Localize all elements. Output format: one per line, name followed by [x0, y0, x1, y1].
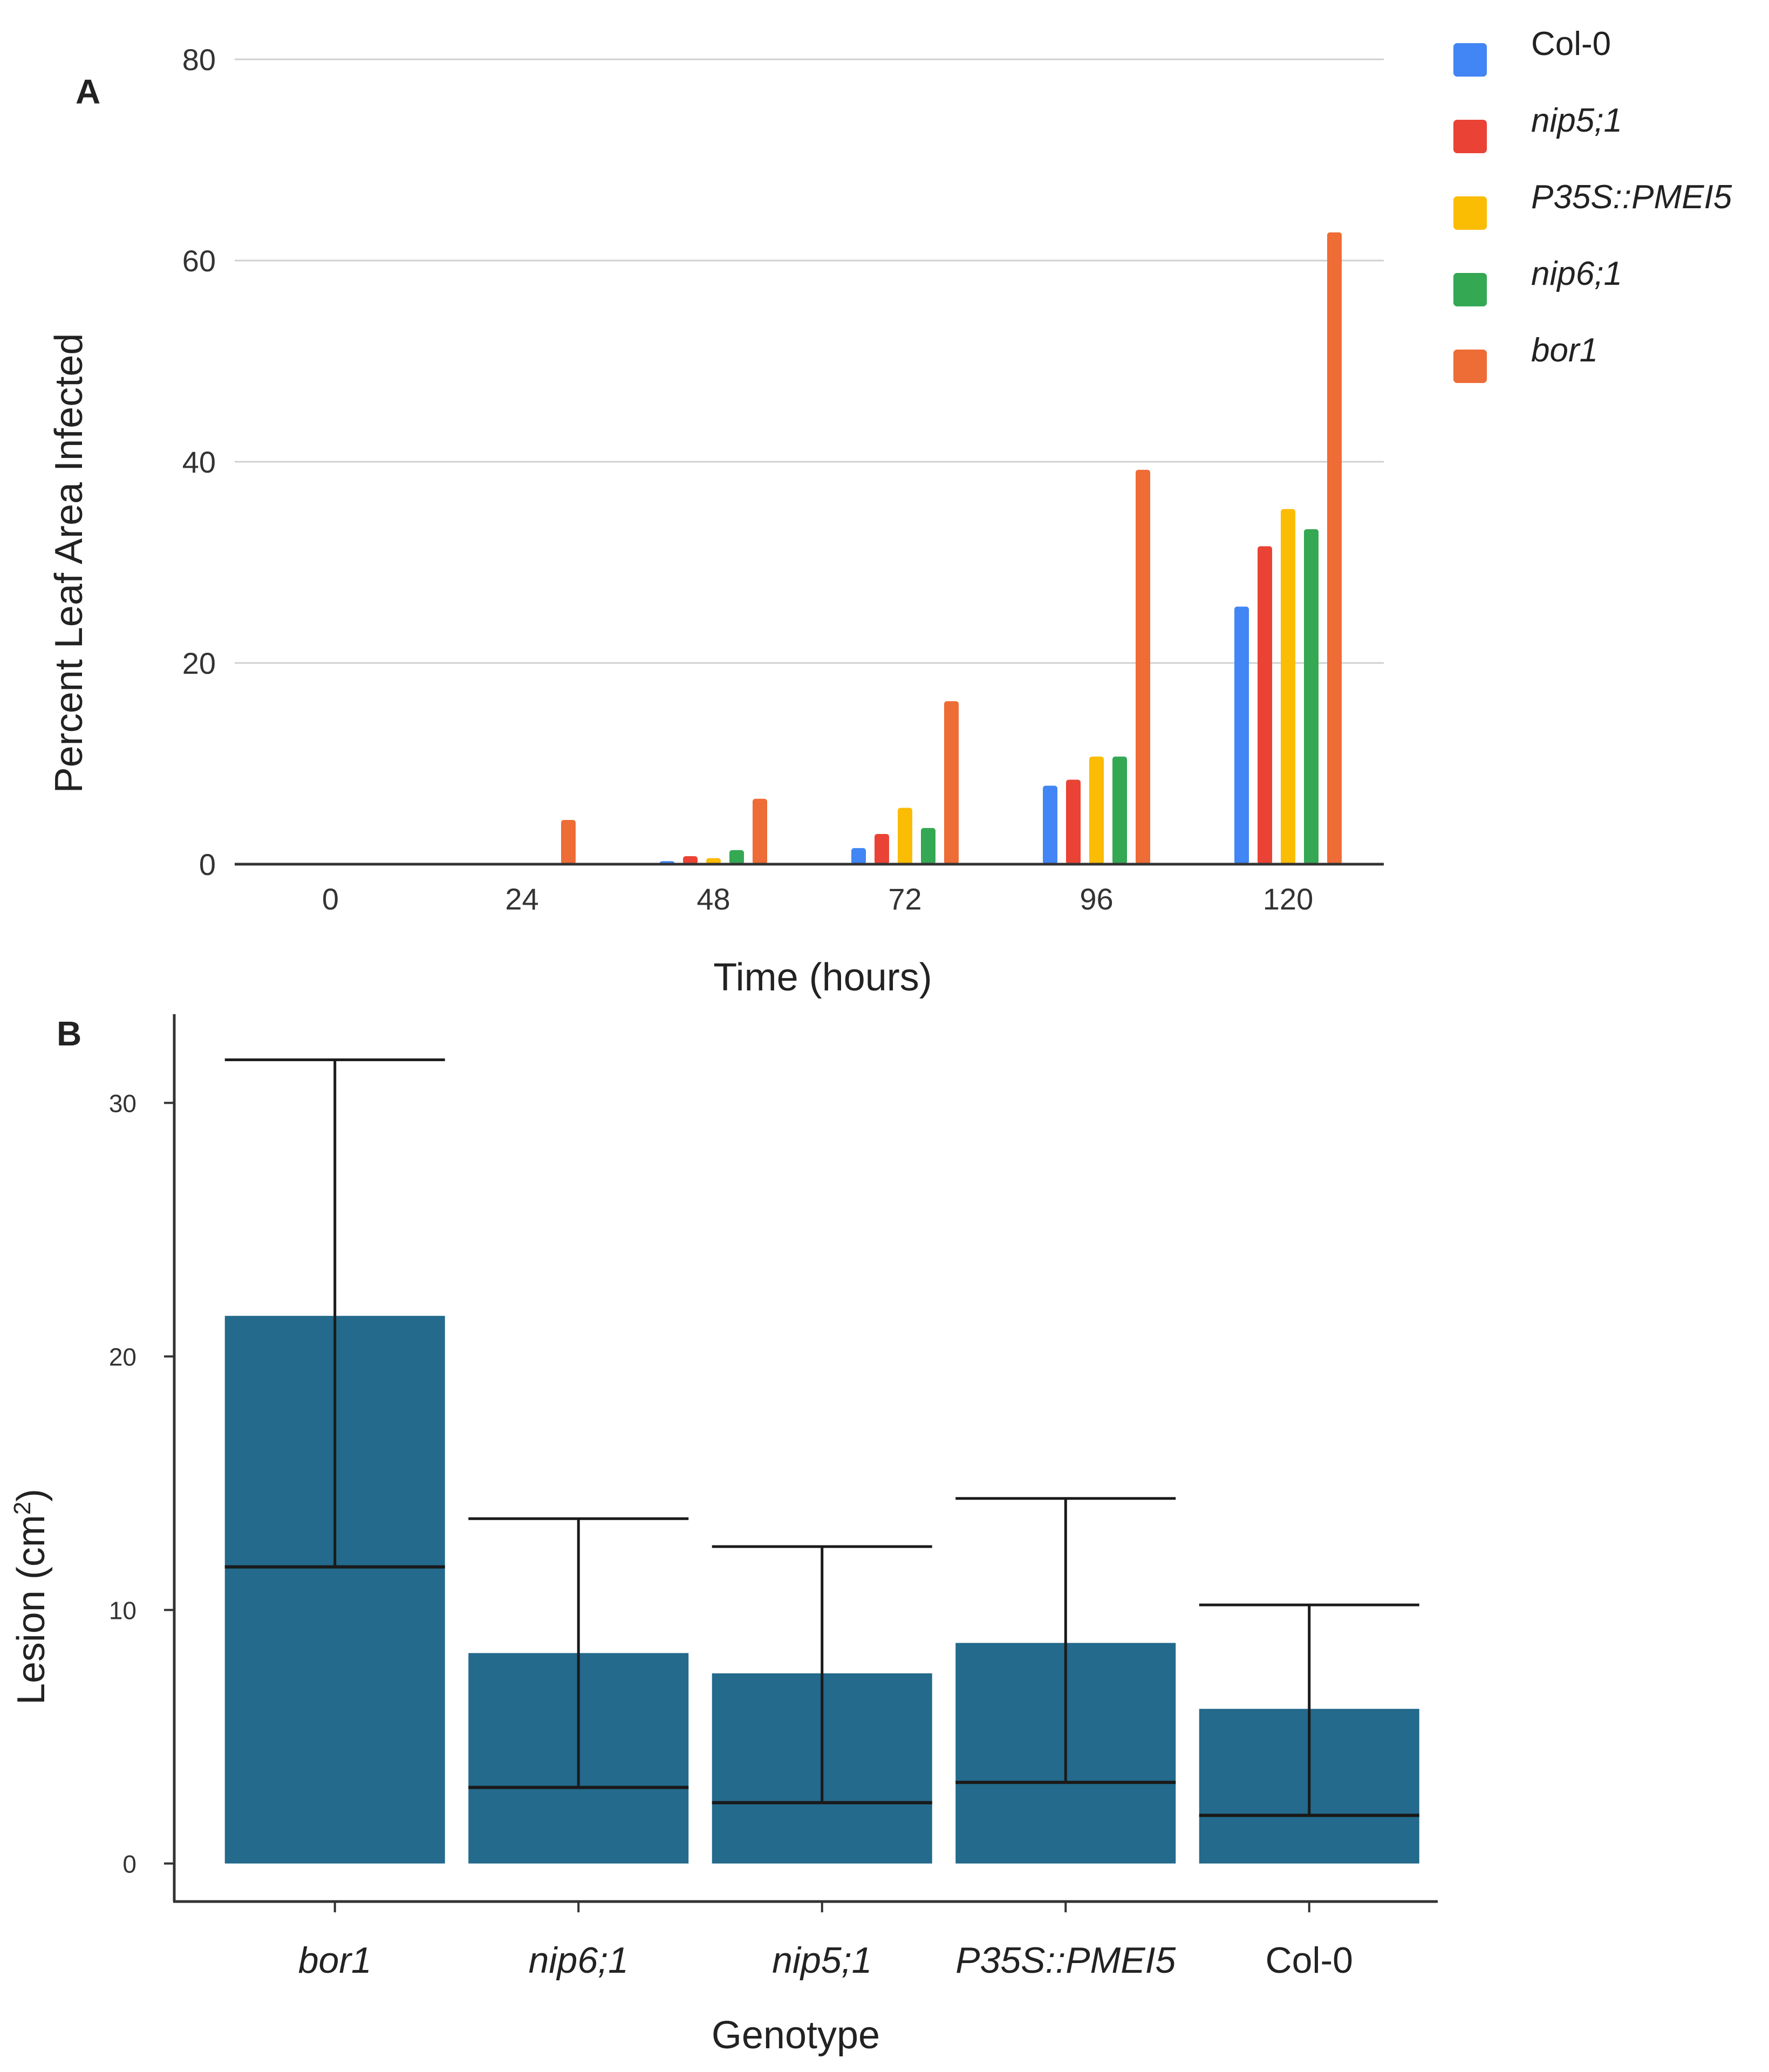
panel-a-bar: [921, 828, 935, 864]
panel-a-bar: [1234, 606, 1249, 864]
panel-b-x-tick-label: P35S::PMEI5: [955, 1940, 1176, 1981]
panel-a-bar: [1136, 469, 1150, 864]
panel-a-bar: [1066, 779, 1081, 864]
panel-b-y-axis-title: Lesion (cm2): [9, 1489, 53, 1705]
panel-a-x-tick-label: 72: [888, 882, 921, 916]
panel-a-legend-label: nip6;1: [1531, 255, 1622, 292]
panel-b-x-tick-label: nip6;1: [529, 1940, 629, 1981]
panel-a-bar: [683, 856, 698, 864]
panel-a-legend-label: bor1: [1531, 332, 1598, 369]
panel-a-x-tick-label: 96: [1080, 882, 1113, 916]
panel-a-legend-swatch: [1453, 120, 1487, 153]
panel-b-error-bars: [224, 1058, 1419, 1817]
panel-a-bar: [875, 834, 889, 864]
panel-a-y-tick-labels: 0 20 40 60 80: [182, 43, 216, 881]
panel-a-legend-swatch: [1453, 196, 1487, 230]
panel-b-y-axis-title-superscript: 2: [9, 1502, 36, 1515]
panel-a-line-chart: A 0 20 40 60 80 0 24 48 72 96 120 Time (hours) Pe…: [47, 25, 1732, 999]
panel-a-bars: [561, 232, 1342, 864]
panel-a-x-tick-label: 0: [322, 882, 339, 916]
panel-a-x-axis-title: Time (hours): [713, 956, 932, 999]
panel-b-bar-chart: B 0 10 20 30 bor1 nip6;1 nip5;1 P35S::PMEI5 Col…: [9, 1014, 1438, 2057]
panel-a-legend-label: nip5;1: [1531, 102, 1622, 139]
panel-b-x-ticks: bor1 nip6;1 nip5;1 P35S::PMEI5 Col-0: [298, 1902, 1353, 1981]
panel-b-x-axis-title: Genotype: [712, 2014, 880, 2057]
panel-b-y-tick-label: 20: [109, 1343, 136, 1371]
panel-a-y-tick-label: 0: [199, 847, 216, 881]
panel-a-gridlines: [235, 58, 1384, 664]
panel-a-bar: [729, 850, 744, 864]
panel-a-bar: [1258, 546, 1272, 864]
panel-a-y-axis-title: Percent Leaf Area Infected: [47, 333, 91, 794]
panel-a-y-tick-label: 60: [182, 244, 216, 278]
panel-a-bar: [1281, 509, 1295, 864]
panel-b-x-tick-label: Col-0: [1266, 1940, 1354, 1981]
panel-a-bar: [851, 848, 866, 864]
panel-a-bar: [1304, 529, 1319, 864]
panel-a-bar: [561, 819, 576, 864]
panel-a-bar: [898, 808, 912, 864]
panel-a-x-tick-labels: 0 24 48 72 96 120: [322, 882, 1313, 916]
panel-b-y-tick-label: 10: [109, 1597, 136, 1625]
panel-a-legend-swatch: [1453, 350, 1487, 383]
panel-a-y-tick-label: 40: [182, 445, 216, 479]
panel-b-y-axis-title-main: Lesion (cm: [10, 1515, 53, 1705]
panel-a-letter: A: [76, 72, 100, 111]
panel-b-letter: B: [57, 1014, 81, 1053]
panel-b-y-tick-label: 0: [122, 1850, 136, 1878]
panel-a-bar: [944, 701, 959, 864]
panel-b-x-tick-label: nip5;1: [772, 1940, 872, 1981]
panel-a-bar: [706, 858, 721, 864]
panel-a-bar: [1043, 785, 1057, 864]
panel-a-bar: [1089, 756, 1104, 864]
panel-a-x-tick-label: 48: [696, 882, 730, 916]
panel-a-bar: [1327, 232, 1342, 864]
panel-b-x-tick-label: bor1: [298, 1940, 372, 1981]
panel-b-y-axis-title-suffix: ): [10, 1489, 53, 1502]
panel-b-y-tick-label: 30: [109, 1090, 136, 1118]
panel-a-legend-swatch: [1453, 273, 1487, 306]
panel-a-x-tick-label: 120: [1263, 882, 1313, 916]
panel-a-bar: [1112, 756, 1127, 864]
panel-a-x-tick-label: 24: [505, 882, 538, 916]
panel-a-y-tick-label: 20: [182, 646, 216, 680]
panel-a-legend-label: P35S::PMEI5: [1531, 179, 1732, 216]
panel-b-y-ticks: 0 10 20 30: [109, 1090, 174, 1878]
panel-a-bar: [753, 798, 767, 864]
panel-a-legend-swatch: [1453, 43, 1487, 77]
panel-a-legend-label: Col-0: [1531, 25, 1611, 63]
panel-a-y-tick-label: 80: [182, 43, 216, 77]
